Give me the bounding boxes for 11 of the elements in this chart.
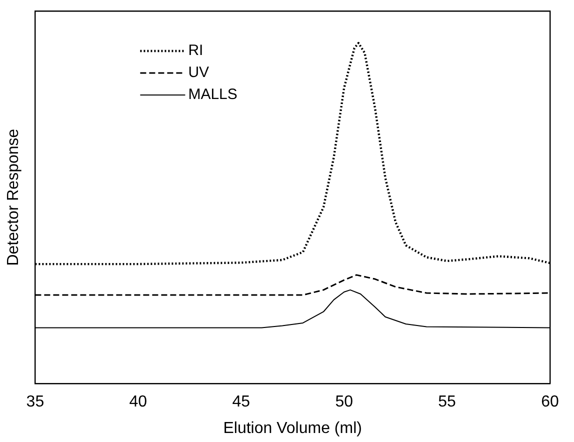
legend-label: RI <box>188 42 204 60</box>
y-axis-title: Detector Response <box>5 128 22 266</box>
x-tick-label: 40 <box>129 394 148 411</box>
x-tick-label: 35 <box>26 394 44 411</box>
x-tick-label: 55 <box>438 394 456 411</box>
legend-label: UV <box>188 64 210 82</box>
x-axis-title: Elution Volume (ml) <box>223 420 362 437</box>
x-tick-label: 50 <box>335 394 354 411</box>
x-tick-label: 45 <box>232 394 250 411</box>
x-tick-label: 60 <box>541 394 559 411</box>
legend-label: MALLS <box>188 86 238 104</box>
